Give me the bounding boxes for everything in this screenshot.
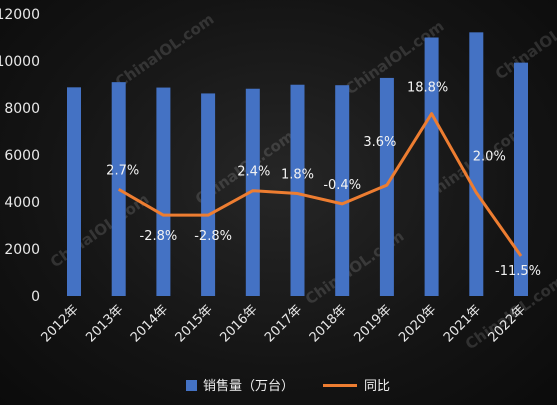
bar: [290, 84, 305, 296]
bar: [469, 32, 484, 297]
bar: [201, 93, 216, 297]
x-tick-label: 2014年: [128, 302, 171, 345]
x-tick-label: 2013年: [83, 302, 126, 345]
data-label: 2.0%: [473, 150, 506, 165]
data-label: 3.6%: [363, 135, 396, 150]
legend-swatch-bar: [186, 380, 197, 391]
bar-series: [67, 32, 528, 297]
data-label: -2.8%: [194, 229, 232, 244]
data-label: 1.8%: [281, 168, 314, 183]
x-tick-label: 2018年: [307, 302, 350, 345]
x-tick-label: 2012年: [39, 302, 82, 345]
data-label: -0.4%: [323, 178, 361, 193]
watermark-text: ChinaIOL.com: [112, 10, 217, 91]
data-label: 18.8%: [407, 81, 448, 96]
y-tick-label: 10000: [0, 54, 40, 70]
legend-label-bar: 销售量（万台）: [203, 378, 294, 394]
legend-label-line: 同比: [364, 379, 390, 394]
y-tick-label: 12000: [0, 7, 40, 23]
x-tick-label: 2020年: [396, 302, 439, 345]
bar: [379, 77, 394, 296]
y-tick-label: 4000: [4, 195, 40, 211]
bar: [111, 82, 126, 297]
line-path: [117, 112, 523, 257]
y-tick-label: 0: [31, 289, 40, 305]
x-tick-label: 2016年: [217, 302, 260, 345]
y-tick-label: 6000: [4, 148, 40, 164]
x-tick-label: 2019年: [352, 302, 395, 345]
data-label: -11.5%: [495, 264, 541, 279]
x-tick-label: 2015年: [173, 302, 216, 345]
legend: 销售量（万台） 同比: [186, 378, 390, 394]
watermark-text: ChinaIOL.com: [47, 190, 152, 271]
bar: [514, 62, 528, 296]
y-tick-label: 2000: [4, 242, 40, 258]
x-tick-label: 2017年: [262, 302, 305, 345]
data-label: -2.8%: [140, 229, 178, 244]
data-labels: 2.7% -2.8% -2.8% 2.4% 1.8% -0.4% 3.6% 18.8% 2.0%…: [106, 81, 541, 279]
bar: [335, 85, 350, 296]
line-series: [117, 112, 523, 257]
bar: [156, 87, 171, 297]
y-tick-label: 8000: [4, 101, 40, 117]
x-axis: 2012年 2013年 2014年 2015年 2016年 2017年 2018年 2019年…: [39, 302, 529, 345]
bar: [424, 37, 439, 296]
y-axis: 0 2000 4000 6000 8000 10000 12000: [0, 7, 40, 305]
bar: [67, 87, 81, 296]
data-label: 2.4%: [237, 165, 270, 180]
data-label: 2.7%: [106, 163, 139, 178]
